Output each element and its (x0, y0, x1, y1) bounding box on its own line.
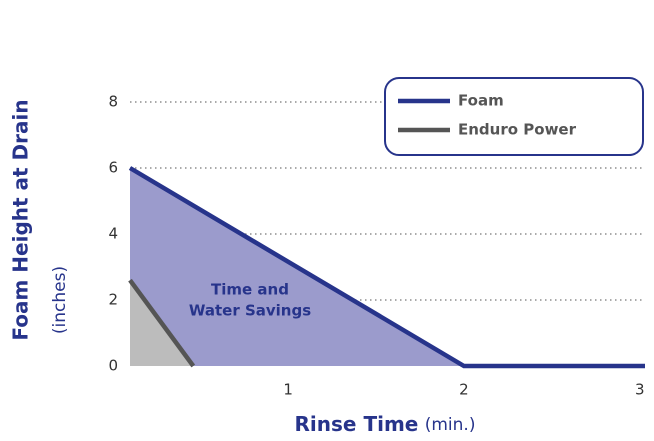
area (130, 168, 645, 366)
legend-box (384, 77, 644, 156)
annotation: Time and (211, 281, 289, 299)
x-axis-unit: (min.) (425, 415, 476, 435)
x-axis-title: Rinse Time (295, 412, 419, 436)
y-tick-label: 8 (108, 93, 118, 111)
annotation: Water Savings (189, 302, 311, 320)
y-tick-label: 0 (108, 357, 118, 375)
series-line (128, 278, 196, 368)
x-tick-label: 2 (459, 381, 469, 399)
x-axis-label: Rinse Time (min.) (295, 412, 476, 436)
legend-label: Enduro Power (458, 121, 577, 139)
legend-label: Foam (458, 92, 504, 110)
y-tick-label: 2 (108, 291, 118, 309)
series-line (128, 166, 645, 369)
x-tick-label: 1 (283, 381, 293, 399)
y-axis-unit: (inches) (50, 266, 70, 334)
y-tick-label: 4 (108, 225, 118, 243)
y-axis-label: Foam Height at Drain (9, 99, 33, 340)
x-tick-label: 3 (635, 381, 645, 399)
y-tick-label: 6 (108, 159, 118, 177)
